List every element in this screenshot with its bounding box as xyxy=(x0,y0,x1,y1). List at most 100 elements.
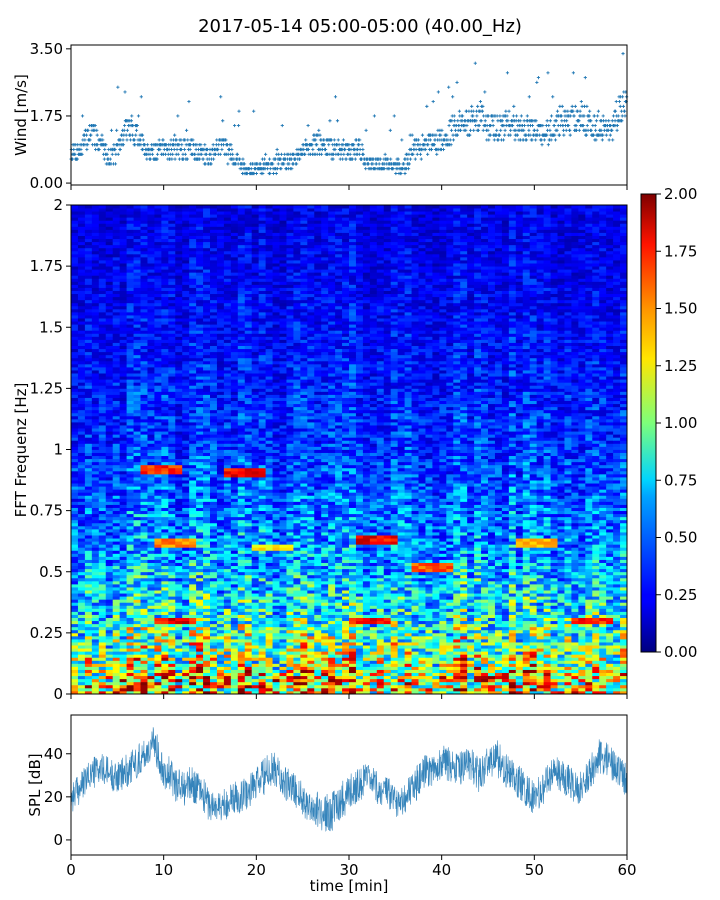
spectrogram-cell xyxy=(77,684,86,689)
spectrogram-cell xyxy=(119,577,127,582)
spectrogram-cell xyxy=(112,620,121,625)
spectrogram-cell xyxy=(529,568,538,573)
wind-point xyxy=(456,119,460,123)
wind-point xyxy=(447,85,451,89)
spectrogram-cell xyxy=(613,559,621,563)
spectrogram-cell xyxy=(175,648,183,652)
spectrogram-cell xyxy=(237,666,246,670)
spectrogram-cell xyxy=(369,642,378,646)
spectrogram-cell xyxy=(536,663,544,667)
spectrogram-cell xyxy=(189,574,197,579)
spectrogram-cell xyxy=(606,669,614,674)
spectrogram-cell xyxy=(126,681,134,686)
wind-point xyxy=(542,138,546,142)
spectrogram-cell xyxy=(425,648,433,652)
spectrogram-cell xyxy=(293,626,301,631)
spectrogram-cell xyxy=(112,590,121,594)
spectrogram-cell xyxy=(175,590,183,594)
spectrogram-cell xyxy=(446,675,454,680)
spectrogram-cell xyxy=(112,642,121,646)
spectrogram-cell xyxy=(543,648,551,652)
spectrogram-cell xyxy=(425,605,433,609)
spectrogram-cell xyxy=(182,681,190,686)
wind-point xyxy=(221,119,225,123)
spectrogram-cell xyxy=(508,675,517,680)
spectrogram-cell xyxy=(307,657,315,661)
spectrogram-cell xyxy=(335,678,343,683)
spectrogram-cell xyxy=(77,687,86,692)
spectrogram-cell xyxy=(362,611,371,615)
spectrogram-cell xyxy=(390,583,399,588)
spectrogram-cell xyxy=(425,593,433,597)
spectrogram-cell xyxy=(126,583,134,588)
spectrogram-cell xyxy=(620,645,628,649)
wind-point xyxy=(226,162,230,166)
spectrogram-cell xyxy=(175,635,183,640)
spectrogram-cell xyxy=(237,565,246,570)
spectrogram-cell xyxy=(189,632,197,637)
spectrogram-cell xyxy=(599,574,607,579)
spectrogram-cell xyxy=(536,645,544,649)
spectrogram-cell xyxy=(314,635,322,640)
spectrogram-cell xyxy=(474,596,482,600)
wind-point xyxy=(357,143,361,147)
spectrogram-cell xyxy=(453,678,461,683)
spectrogram-cell xyxy=(439,587,447,591)
wind-point xyxy=(548,128,552,132)
spectrogram-cell xyxy=(91,657,100,661)
spectrogram-cell xyxy=(508,590,517,594)
spectrogram-cell xyxy=(467,657,475,661)
spectrogram-cell xyxy=(620,562,628,567)
wind-y-axis-label: Wind [m/s] xyxy=(12,74,30,156)
spectrogram-cell xyxy=(585,648,593,652)
spectrogram-cell xyxy=(77,593,86,597)
spectrogram-cell xyxy=(494,571,503,576)
spectrogram-cell xyxy=(251,599,260,603)
spectrogram-cell xyxy=(425,660,433,664)
spectrogram-cell xyxy=(418,617,426,622)
spectrogram-cell xyxy=(369,645,378,649)
spectrogram-cell xyxy=(592,651,600,655)
spectrogram-cell xyxy=(84,672,93,677)
spectrogram-cell xyxy=(140,638,148,643)
wind-point xyxy=(143,143,147,147)
spectrogram-cell xyxy=(182,568,190,573)
spectrogram-cell xyxy=(369,611,378,615)
spectrogram-cell xyxy=(529,596,538,600)
spectrogram-cell xyxy=(453,672,461,677)
spectrogram-cell xyxy=(453,620,461,625)
spectrogram-cell xyxy=(404,568,412,573)
wind-point xyxy=(425,104,429,108)
spectrogram-cell xyxy=(223,596,232,600)
spectrogram-cell xyxy=(376,617,385,622)
spectrogram-cell xyxy=(578,663,586,667)
wind-point xyxy=(211,157,216,161)
spectrogram-cell xyxy=(133,651,141,655)
wind-point xyxy=(386,157,390,161)
spectrogram-cell xyxy=(592,562,600,567)
spectrogram-cell xyxy=(585,577,593,582)
spectrogram-cell xyxy=(536,660,544,664)
spectrogram-cell xyxy=(196,642,204,646)
spectrogram-cell xyxy=(446,645,454,649)
spectrogram-cell xyxy=(112,599,121,603)
spectrogram-cell xyxy=(488,577,496,582)
spectrogram-cell xyxy=(585,642,593,646)
spectrogram-cell xyxy=(613,583,621,588)
spectrogram-cell xyxy=(599,629,607,634)
spectrogram-cell xyxy=(91,645,100,649)
spectrogram-cell xyxy=(140,580,148,585)
spectrogram-cell xyxy=(154,577,162,582)
spectrogram-cell xyxy=(147,672,155,677)
spectrogram-cell xyxy=(606,642,614,646)
wind-point xyxy=(173,133,177,137)
spectrogram-cell xyxy=(578,632,586,637)
spectrogram-cell xyxy=(84,669,93,674)
spectrogram-cell xyxy=(460,587,468,591)
spectrogram-cell xyxy=(376,632,385,637)
wind-point xyxy=(203,143,207,147)
spectrogram-cell xyxy=(84,580,93,585)
spectrogram-cell xyxy=(300,599,308,603)
spectrogram-cell xyxy=(460,669,468,674)
spectrogram-cell xyxy=(522,593,531,597)
